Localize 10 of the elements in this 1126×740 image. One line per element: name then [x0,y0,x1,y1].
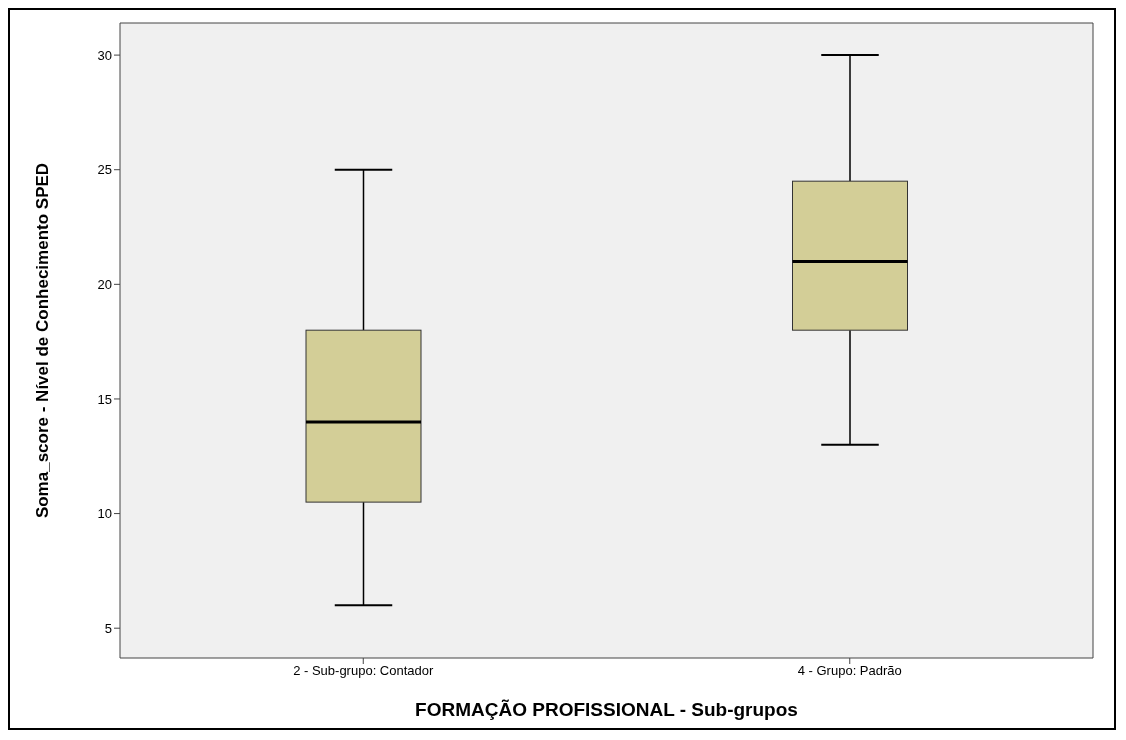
y-tick-label: 5 [104,620,112,636]
x-axis-title: FORMAÇÃO PROFISSIONAL - Sub-grupos [415,699,798,720]
y-tick-label: 10 [97,506,112,522]
x-tick-label: 2 - Sub-grupo: Contador [293,663,435,679]
y-axis-title: Soma_score - Nível de Conhecimento SPED [33,162,53,519]
y-tick-label: 30 [97,47,112,63]
y-tick-label: 20 [97,276,112,292]
y-tick-label: 25 [97,162,112,178]
y-tick-label: 15 [97,391,112,407]
x-tick-label: 4 - Grupo: Padrão [797,663,902,679]
